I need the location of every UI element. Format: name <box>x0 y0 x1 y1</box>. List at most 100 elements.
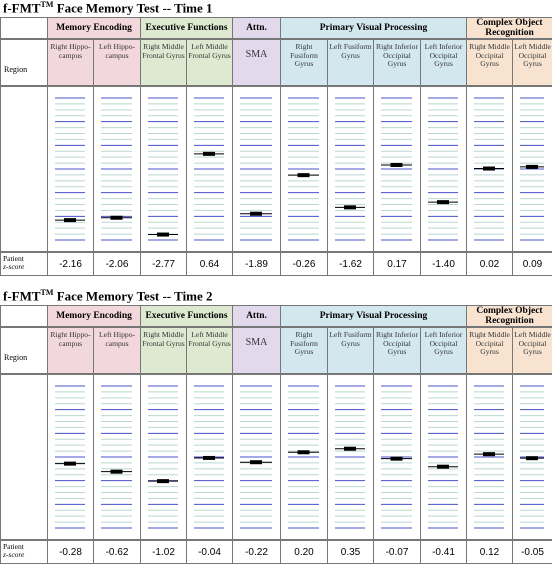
zscore-value: -0.26 <box>280 252 328 276</box>
region-label: Left Middle Frontal Gyrus <box>188 330 231 348</box>
group-label: Complex Object Recognition <box>476 18 543 38</box>
region-label: Left Hippo-campus <box>98 42 136 60</box>
zscore-value: 0.20 <box>280 540 328 564</box>
zscore-marker <box>483 166 495 171</box>
region-cell <box>280 327 328 374</box>
region-label: Left Middle Occipital Gyrus <box>514 42 551 68</box>
zscore-value: 0.64 <box>186 252 233 276</box>
region-cell <box>466 327 513 374</box>
zscore-gauge <box>381 97 412 241</box>
zscore-gauge <box>520 385 544 529</box>
zscore-marker <box>526 164 538 169</box>
zscore-gauge <box>428 385 458 529</box>
region-label: Right Fusiform Gyrus <box>290 330 318 356</box>
zscore-value: -1.89 <box>232 252 281 276</box>
group-label: Attn. <box>246 23 267 33</box>
plot-cell <box>512 374 552 540</box>
zscore-gauge <box>240 385 272 529</box>
zscore-gauge <box>381 385 412 529</box>
zscore-marker <box>157 479 169 484</box>
zscore-gauge <box>288 97 319 241</box>
region-cell <box>466 39 513 86</box>
zscore-gauge <box>288 385 319 529</box>
label-cell <box>0 305 48 327</box>
group-label: Executive Functions <box>145 311 228 321</box>
zscore-marker <box>483 452 495 457</box>
region-label: Left Fusiform Gyrus <box>329 42 372 60</box>
zscore-value: 0.09 <box>512 252 552 276</box>
plot-cell <box>512 86 552 252</box>
zscore-value: -0.04 <box>186 540 233 564</box>
zscore-marker <box>203 151 215 156</box>
group-header: Executive Functions <box>140 305 233 327</box>
zscore-value: -0.41 <box>420 540 467 564</box>
group-header: Primary Visual Processing <box>280 305 467 327</box>
zscore-value: 0.17 <box>373 252 421 276</box>
region-label: Right Fusiform Gyrus <box>290 42 318 68</box>
zscore-value: 0.02 <box>466 252 513 276</box>
zscore-value: -0.07 <box>373 540 421 564</box>
group-header: Attn. <box>232 305 281 327</box>
zscore-label: z-score <box>3 550 25 559</box>
region-label: Right Middle Frontal Gyrus <box>142 42 185 60</box>
section-title: f-FMTTM Face Memory Test -- Time 2 <box>3 288 213 304</box>
region-label: Right Hippo-campus <box>50 330 91 348</box>
zscore-value: -1.40 <box>420 252 467 276</box>
group-header: Memory Encoding <box>47 305 141 327</box>
zscore-value: -0.28 <box>47 540 94 564</box>
zscore-value: -0.62 <box>93 540 141 564</box>
zscore-gauge <box>335 97 365 241</box>
zscore-gauge <box>148 97 178 241</box>
region-label: Right Middle Occipital Gyrus <box>469 330 510 356</box>
group-label: Primary Visual Processing <box>319 23 428 33</box>
zscore-gauge <box>428 97 458 241</box>
label-cell <box>0 327 48 374</box>
title-sup: TM <box>40 0 54 9</box>
label-cell <box>0 39 48 86</box>
region-label: SMA <box>245 337 268 348</box>
region-cell <box>93 39 141 86</box>
zscore-marker <box>110 469 123 474</box>
group-label: Primary Visual Processing <box>319 311 428 321</box>
region-label: Right Inferior Occipital Gyrus <box>376 42 418 68</box>
region-label: Right Middle Occipital Gyrus <box>469 42 510 68</box>
zscore-marker <box>110 215 123 220</box>
region-label: Right Inferior Occipital Gyrus <box>376 330 418 356</box>
zscore-value: -2.16 <box>47 252 94 276</box>
group-header: Primary Visual Processing <box>280 17 467 39</box>
region-cell <box>327 327 374 374</box>
zscore-gauge <box>240 97 272 241</box>
zscore-marker <box>437 200 449 205</box>
region-label: Left Fusiform Gyrus <box>329 330 372 348</box>
label-cell <box>0 374 48 540</box>
label-cell <box>0 17 48 39</box>
group-header: Executive Functions <box>140 17 233 39</box>
patient-row-label: Patient z-score <box>3 255 24 271</box>
region-cell <box>280 39 328 86</box>
zscore-label: z-score <box>3 262 25 271</box>
zscore-marker <box>203 455 215 460</box>
zscore-marker <box>344 446 356 451</box>
test-section-2: f-FMTTM Face Memory Test -- Time 2 Region… <box>0 288 552 564</box>
zscore-gauge <box>101 97 132 241</box>
zscore-gauge <box>148 385 178 529</box>
group-header: Attn. <box>232 17 281 39</box>
group-label: Executive Functions <box>145 23 228 33</box>
group-header: Complex Object Recognition <box>466 305 552 327</box>
zscore-gauge <box>194 97 224 241</box>
zscore-marker <box>64 218 76 223</box>
zscore-gauge <box>474 385 504 529</box>
zscore-value: -1.02 <box>140 540 187 564</box>
test-section-1: f-FMTTM Face Memory Test -- Time 1 Region… <box>0 0 552 276</box>
patient-label: Patient <box>3 254 24 263</box>
zscore-value: 0.35 <box>327 540 374 564</box>
zscore-value: -2.06 <box>93 252 141 276</box>
zscore-value: -0.22 <box>232 540 281 564</box>
section-title: f-FMTTM Face Memory Test -- Time 1 <box>3 0 213 16</box>
zscore-marker <box>157 232 169 237</box>
region-cell <box>327 39 374 86</box>
group-header: Complex Object Recognition <box>466 17 552 39</box>
zscore-marker <box>250 211 262 216</box>
zscore-gauge <box>194 385 224 529</box>
region-cell <box>512 327 552 374</box>
